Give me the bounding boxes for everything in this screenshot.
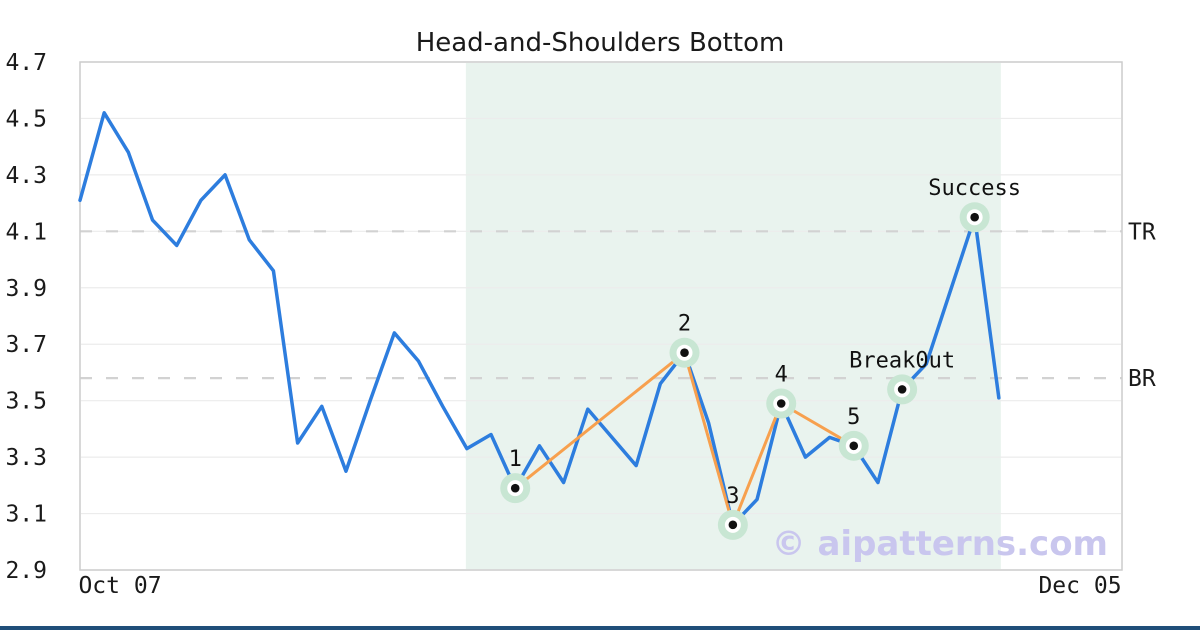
pattern-window-shade (465, 63, 1001, 569)
pattern-point-dot (728, 520, 738, 530)
pattern-point-label: 2 (678, 312, 691, 337)
plot-border (79, 61, 1123, 571)
threshold-label: TR (1128, 219, 1156, 245)
pattern-point-dot (849, 441, 859, 451)
y-tick-label: 4.3 (5, 163, 47, 189)
bottom-accent-bar (0, 626, 1200, 630)
y-tick-label: 4.7 (5, 50, 47, 76)
pattern-point-dot (680, 348, 689, 357)
y-tick-label: 3.1 (5, 502, 47, 528)
y-tick-label: 3.3 (5, 445, 47, 471)
pattern-point-label: Success (928, 176, 1021, 201)
y-tick-label: 2.9 (5, 558, 47, 584)
pattern-point-dot (897, 385, 907, 394)
y-tick-label: 3.5 (5, 389, 47, 415)
chart-title: Head-and-Shoulders Bottom (416, 28, 785, 58)
y-tick-label: 3.9 (5, 276, 47, 302)
watermark: © aipatterns.com (772, 524, 1108, 564)
y-tick-label: 4.1 (5, 219, 47, 245)
x-tick-label: Dec 05 (1038, 573, 1121, 599)
pattern-point-label: 4 (775, 362, 788, 387)
pattern-point-dot (510, 483, 520, 493)
y-tick-label: 4.5 (5, 106, 47, 132)
threshold-label: BR (1128, 366, 1156, 392)
pattern-point-label: 3 (726, 484, 739, 509)
x-tick-label: Oct 07 (78, 573, 161, 599)
pattern-point-dot (970, 212, 979, 222)
pattern-point-label: Break0ut (849, 348, 955, 373)
pattern-point-label: 5 (847, 405, 860, 430)
pattern-point-dot (776, 399, 786, 408)
y-tick-label: 3.7 (5, 332, 47, 358)
pattern-point-label: 1 (509, 447, 522, 472)
